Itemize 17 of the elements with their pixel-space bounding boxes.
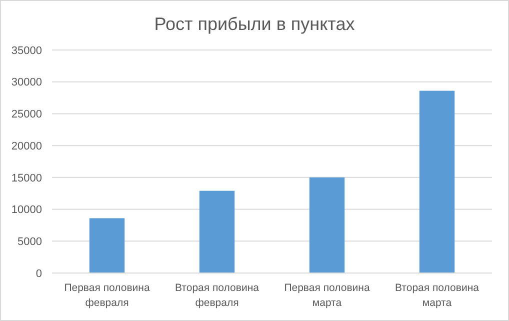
y-tick-label: 10000 [11, 204, 42, 216]
x-tick-label: Вторая половина марта [395, 282, 480, 309]
chart-title: Рост прибыли в пунктах [154, 14, 355, 34]
bar [419, 90, 455, 273]
y-tick-label: 30000 [11, 76, 42, 89]
x-tick-label: Первая половина марта [284, 282, 370, 309]
x-tick-label: Вторая половина февраля [175, 282, 260, 309]
y-tick-label: 20000 [11, 140, 42, 152]
bar [89, 218, 125, 273]
x-tick-label: Первая половина февраля [64, 282, 150, 309]
y-tick-label: 0 [36, 268, 42, 280]
y-tick-label: 5000 [18, 236, 42, 248]
y-tick-label: 15000 [11, 172, 42, 184]
y-tick-label: 25000 [11, 108, 42, 121]
y-tick-label: 35000 [11, 44, 42, 57]
bar [199, 190, 235, 273]
bar [309, 177, 345, 273]
